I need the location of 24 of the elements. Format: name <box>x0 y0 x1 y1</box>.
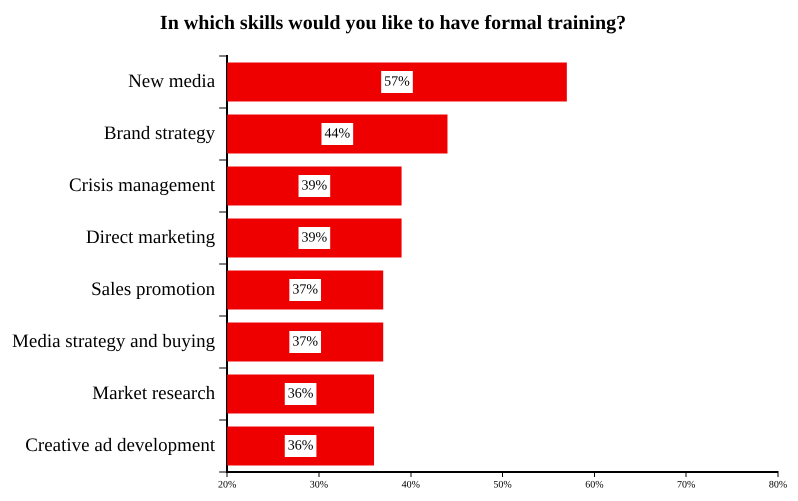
y-tick-label: Media strategy and buying <box>12 330 216 352</box>
chart-title: In which skills would you like to have formal training? <box>160 12 626 34</box>
x-tick-label: 80% <box>768 480 788 491</box>
y-tick-label: Sales promotion <box>91 278 216 300</box>
data-label: 36% <box>288 438 314 454</box>
data-label: 39% <box>302 230 328 246</box>
y-tick-label: Market research <box>92 382 216 404</box>
y-tick-label: Creative ad development <box>25 434 216 456</box>
x-tick-label: 40% <box>402 480 420 491</box>
data-label: 37% <box>292 334 318 350</box>
y-tick-label: Brand strategy <box>104 122 216 144</box>
x-tick-label: 30% <box>310 480 328 491</box>
data-label: 37% <box>292 282 318 298</box>
data-label: 39% <box>302 178 328 194</box>
data-label: 57% <box>384 74 410 90</box>
data-label: 36% <box>288 386 314 402</box>
x-tick-label: 60% <box>585 480 604 491</box>
y-tick-label: New media <box>128 70 216 92</box>
x-tick-label: 20% <box>218 480 236 491</box>
data-label: 44% <box>324 126 350 142</box>
y-tick-label: Direct marketing <box>86 226 216 248</box>
y-tick-label: Crisis management <box>68 174 216 196</box>
x-tick-label: 70% <box>677 480 696 491</box>
x-tick-label: 50% <box>493 480 512 491</box>
